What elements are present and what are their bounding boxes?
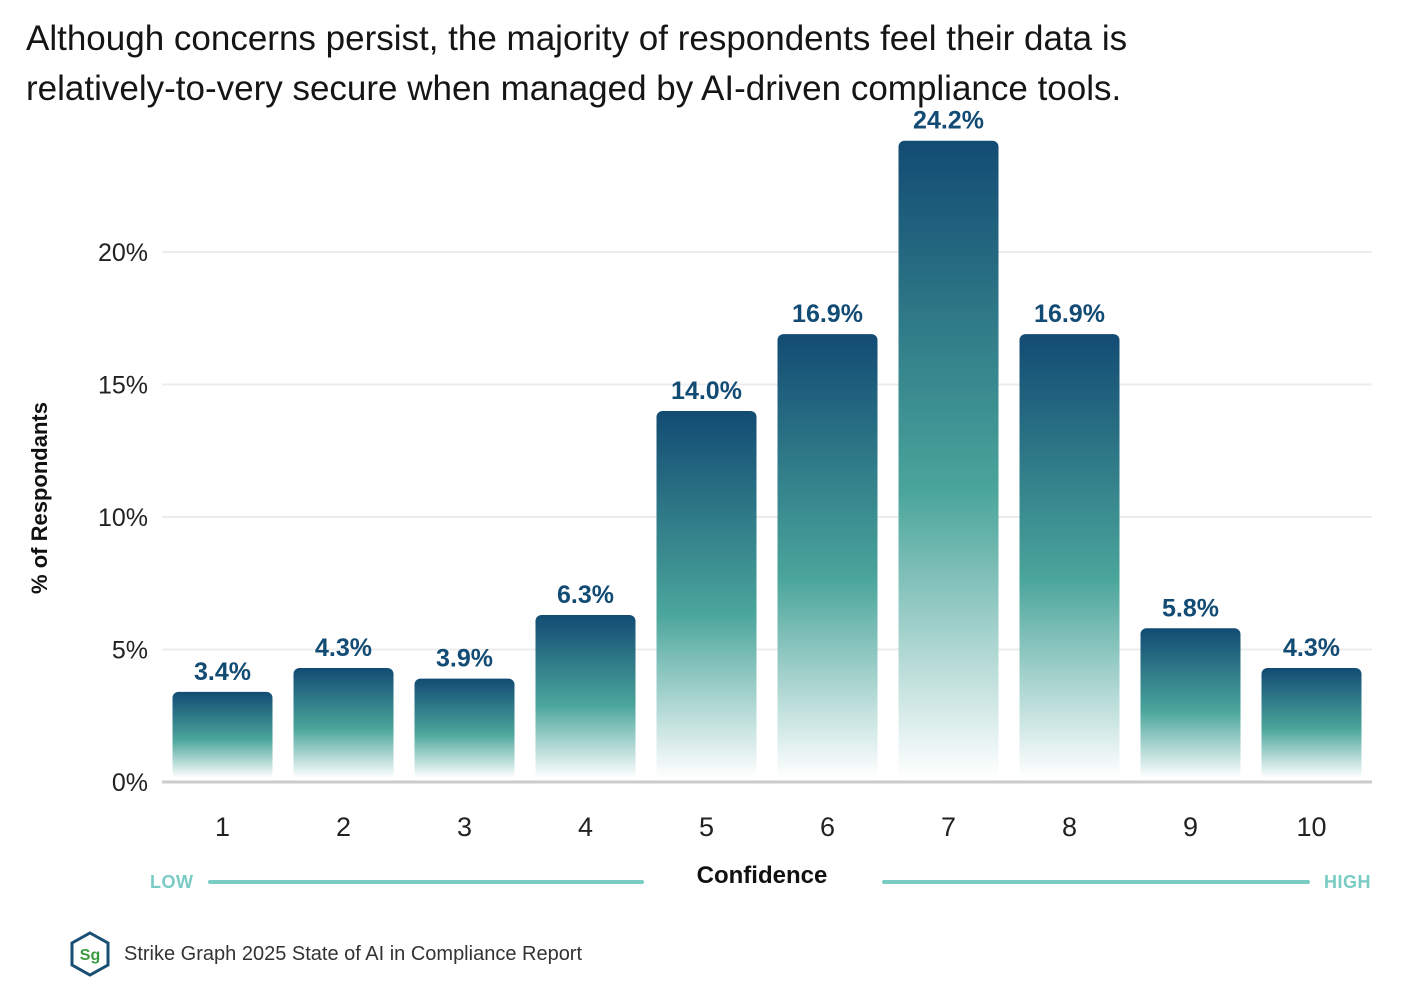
y-tick-label: 15% [98, 372, 148, 400]
bar-value-label: 3.4% [194, 658, 251, 686]
y-tick-label: 20% [98, 239, 148, 267]
footer: Sg Strike Graph 2025 State of AI in Comp… [68, 930, 582, 978]
x-tick-label: 1 [215, 812, 230, 842]
y-tick-label: 5% [112, 637, 148, 665]
bar-value-label: 5.8% [1162, 594, 1219, 622]
x-tick-label: 4 [578, 812, 593, 842]
y-tick-label: 10% [98, 504, 148, 532]
bar-value-label: 4.3% [315, 634, 372, 662]
bar-value-label: 14.0% [671, 377, 742, 405]
scale-low-label: LOW [150, 872, 194, 892]
bar [172, 691, 273, 778]
x-tick-label: 3 [457, 812, 472, 842]
x-tick-label: 7 [941, 812, 956, 842]
bar-value-label: 4.3% [1283, 634, 1340, 662]
strike-graph-logo-icon: Sg [70, 931, 110, 977]
bar-value-label: 16.9% [792, 300, 863, 328]
bar-value-label: 6.3% [557, 581, 614, 609]
x-tick-label: 6 [820, 812, 835, 842]
title-line-1: Although concerns persist, the majority … [26, 19, 1128, 58]
bar [898, 140, 999, 778]
bar [535, 615, 636, 778]
x-tick-label: 2 [336, 812, 351, 842]
x-tick-label: 8 [1062, 812, 1077, 842]
bar-value-label: 16.9% [1034, 300, 1105, 328]
bar-chart: 0% 5% 10% 15% 20% 3.4% 1 4.3% 2 3.9% 3 6.3% 4 14.0% 5… [98, 107, 1372, 842]
logo-text: Sg [80, 947, 100, 964]
bar [293, 668, 394, 778]
bar [414, 678, 515, 778]
bar-value-label: 3.9% [436, 645, 493, 673]
bar-value-label: 24.2% [913, 107, 984, 135]
source-credit: Strike Graph 2025 State of AI in Complia… [124, 942, 583, 965]
bar [1261, 668, 1362, 778]
scale-high-label: HIGH [1324, 872, 1371, 892]
bar [777, 334, 878, 778]
bar [656, 411, 757, 778]
bar [1140, 628, 1241, 778]
x-tick-label: 9 [1183, 812, 1198, 842]
chart-title: Although concerns persist, the majority … [26, 14, 1396, 114]
title-line-2: relatively-to-very secure when managed b… [26, 69, 1122, 108]
scale-line-right [882, 880, 1310, 884]
bar [1019, 334, 1120, 778]
x-tick-label: 5 [699, 812, 714, 842]
y-tick-label: 0% [112, 769, 148, 797]
x-axis-title: Confidence [696, 862, 828, 889]
x-tick-label: 10 [1296, 812, 1326, 842]
scale-line-left [208, 880, 644, 884]
